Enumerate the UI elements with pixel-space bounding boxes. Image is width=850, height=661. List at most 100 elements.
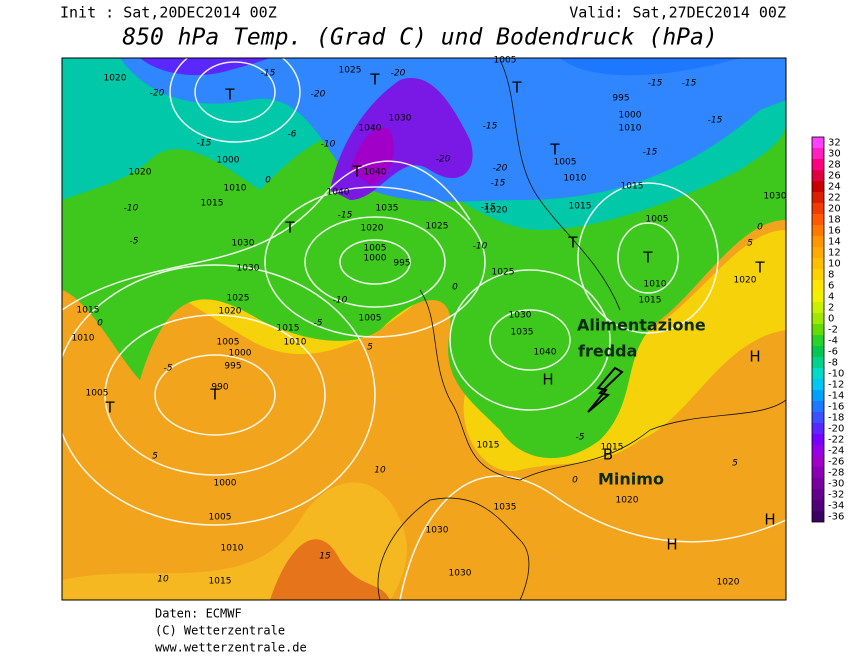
isobar-label: 1030: [426, 526, 449, 536]
annotation: Alimentazione: [577, 316, 706, 335]
pressure-center: T: [511, 79, 522, 97]
colorbar-swatch: [812, 181, 824, 192]
isotherm-label: 0: [757, 223, 763, 233]
colorbar-swatch: [812, 390, 824, 401]
isobar-label: 1025: [426, 222, 449, 232]
isobar-label: 1030: [509, 311, 532, 321]
isotherm-label: -5: [164, 364, 173, 374]
colorbar-swatch: [812, 225, 824, 236]
colorbar-label: -6: [828, 347, 838, 358]
isobar-label: 995: [393, 259, 410, 269]
colorbar-label: 26: [828, 171, 841, 182]
isotherm-label: 0: [265, 176, 271, 186]
pressure-center: T: [549, 141, 560, 159]
colorbar-swatch: [812, 192, 824, 203]
isotherm-label: -20: [436, 155, 451, 165]
isobar-label: 1010: [72, 334, 95, 344]
colorbar-label: 24: [828, 182, 841, 193]
colorbar-label: -24: [828, 446, 844, 457]
colorbar-swatch: [812, 170, 824, 181]
colorbar-swatch: [812, 203, 824, 214]
map-title: 850 hPa Temp. (Grad C) und Bodendruck (h…: [122, 25, 717, 51]
colorbar-label: -20: [828, 424, 844, 435]
colorbar-swatch: [812, 137, 824, 148]
map-field: [62, 58, 786, 600]
isotherm-label: 10: [374, 466, 386, 476]
colorbar-label: -16: [828, 402, 844, 413]
colorbar-swatch: [812, 269, 824, 280]
footer-line: Daten: ECMWF: [155, 607, 242, 621]
isobar-label: 1015: [201, 199, 224, 209]
isobar-label: 1015: [77, 306, 100, 316]
colorbar-label: 0: [828, 314, 834, 325]
isobar-label: 1000: [214, 479, 237, 489]
map-frame: [61, 57, 787, 601]
isobar-label: 995: [224, 362, 241, 372]
init-time: Init : Sat,20DEC2014 00Z: [60, 4, 277, 22]
isotherm-label: -15: [648, 79, 663, 89]
isobar-label: 1030: [389, 114, 412, 124]
pressure-center: T: [642, 249, 653, 267]
isobar-label: 990: [211, 383, 228, 393]
isobar-label: 1040: [534, 348, 557, 358]
isobar-label: 1020: [734, 276, 757, 286]
colorbar-label: -12: [828, 380, 844, 391]
isobar-label: 1030: [764, 192, 787, 202]
isobar-label: 1010: [619, 124, 642, 134]
colorbar-swatch: [812, 401, 824, 412]
isotherm-label: 5: [367, 343, 373, 353]
isotherm-label: -5: [314, 319, 323, 329]
colorbar-swatch: [812, 258, 824, 269]
colorbar-label: 30: [828, 149, 841, 160]
isotherm-label: -15: [261, 69, 276, 79]
colorbar-swatch: [812, 467, 824, 478]
isotherm-label: 0: [452, 283, 458, 293]
colorbar-swatch: [812, 434, 824, 445]
colorbar-label: -28: [828, 468, 844, 479]
pressure-center: B: [603, 446, 613, 464]
isobar-label: 1035: [511, 328, 534, 338]
annotation: Minimo: [598, 470, 664, 489]
isobar-label: 1005: [86, 389, 109, 399]
annotation: fredda: [578, 342, 637, 361]
isotherm-label: -15: [483, 122, 498, 132]
colorbar-label: -34: [828, 501, 844, 512]
colorbar-label: -8: [828, 358, 838, 369]
colorbar-label: 2: [828, 303, 834, 314]
colorbar-label: 32: [828, 138, 841, 149]
colorbar-label: 8: [828, 270, 834, 281]
pressure-center: H: [764, 511, 775, 529]
isobar-label: 1020: [485, 206, 508, 216]
colorbar-swatch: [812, 236, 824, 247]
isobar-label: 1005: [494, 56, 517, 66]
colorbar-swatch: [812, 148, 824, 159]
colorbar-swatch: [812, 324, 824, 335]
isobar-label: 1020: [129, 168, 152, 178]
isobar-label: 1025: [227, 294, 250, 304]
isobar-label: 1030: [449, 569, 472, 579]
isotherm-label: -10: [321, 140, 336, 150]
isobar-label: 995: [612, 94, 629, 104]
isotherm-label: -10: [473, 242, 488, 252]
isobar-label: 1015: [621, 182, 644, 192]
isobar-label: 1025: [339, 66, 362, 76]
isotherm-label: -15: [197, 139, 212, 149]
colorbar-label: -14: [828, 391, 844, 402]
footer-line: (C) Wetterzentrale: [155, 624, 285, 638]
pressure-center: T: [224, 86, 235, 104]
isotherm-label: -20: [150, 89, 165, 99]
colorbar-label: -30: [828, 479, 844, 490]
isotherm-label: 15: [319, 552, 331, 562]
colorbar-swatch: [812, 346, 824, 357]
colorbar-label: 6: [828, 281, 834, 292]
colorbar-swatch: [812, 302, 824, 313]
isotherm-label: 0: [97, 319, 103, 329]
colorbar-label: -10: [828, 369, 844, 380]
isotherm-label: -5: [130, 237, 139, 247]
isobar-label: 1005: [217, 338, 240, 348]
isotherm-label: -20: [311, 90, 326, 100]
isotherm-label: -20: [493, 164, 508, 174]
isotherm-label: -6: [288, 130, 297, 140]
isotherm-label: 0: [572, 476, 578, 486]
colorbar-swatch: [812, 379, 824, 390]
